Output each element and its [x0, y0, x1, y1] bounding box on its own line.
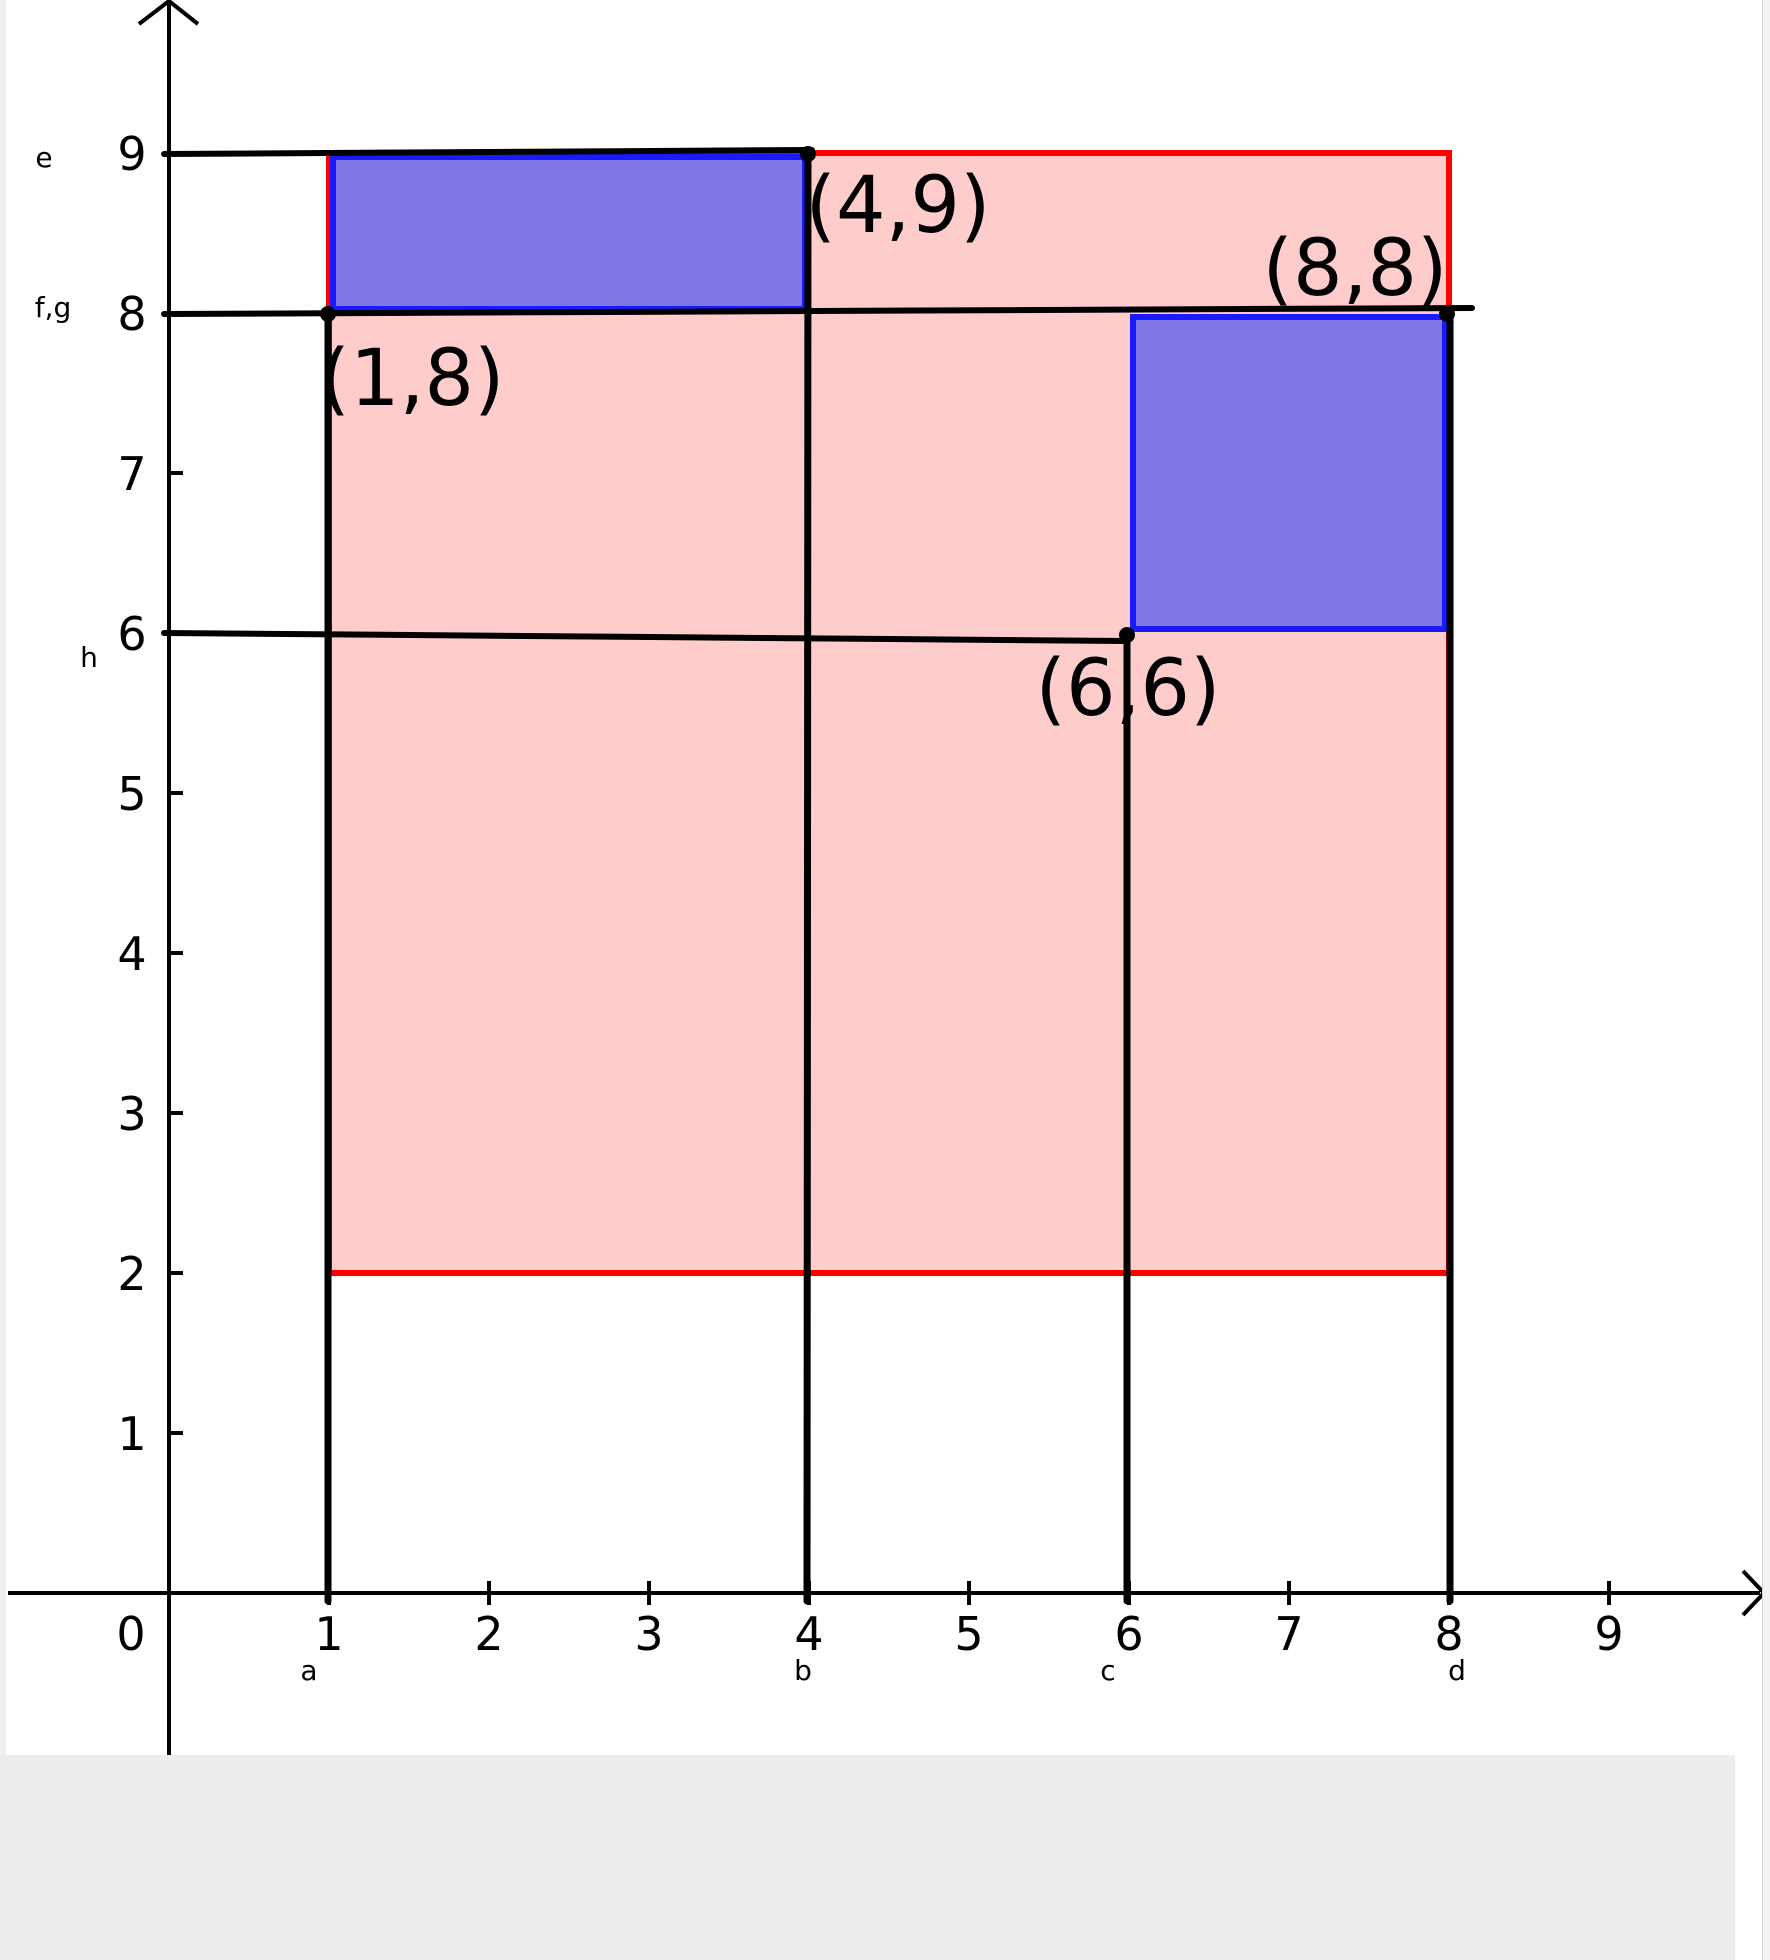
- point-label-6-6: (6,6): [1036, 644, 1221, 734]
- y-tick-label-1: 1: [117, 1407, 146, 1461]
- point-6-6: [1119, 627, 1135, 643]
- point-label-1-8: (1,8): [320, 334, 505, 424]
- y-tick-label-7: 7: [117, 447, 146, 501]
- construction-lines-layer: [161, 146, 1475, 1605]
- x-tick-label-9: 9: [1594, 1607, 1623, 1661]
- labels-layer: 1 2 3 4 5 6 7 8 9 0 1 2 3 4 5 6 7 8 9 a b c d e f,g h (4,9) (1,8) (8…: [35, 127, 1624, 1687]
- y-tick-label-3: 3: [117, 1087, 146, 1141]
- vertical-line-label-a: a: [300, 1654, 317, 1687]
- point-label-4-9: (4,9): [806, 161, 991, 251]
- footer-panel: [0, 1755, 1735, 1960]
- horizontal-line-label-fg: f,g: [35, 291, 72, 324]
- horizontal-line-label-h: h: [80, 641, 98, 674]
- y-tick-label-8: 8: [117, 287, 146, 341]
- origin-label: 0: [116, 1607, 145, 1661]
- point-label-8-8: (8,8): [1263, 224, 1448, 314]
- horizontal-line-h: [161, 630, 1130, 644]
- scrollbar-track[interactable]: [1762, 0, 1770, 1960]
- x-tick-label-6: 6: [1114, 1607, 1143, 1661]
- x-tick-label-7: 7: [1274, 1607, 1303, 1661]
- x-tick-label-8: 8: [1434, 1607, 1463, 1661]
- horizontal-line-fg: [161, 305, 1475, 317]
- vertical-line-b: [803, 146, 812, 1605]
- vertical-line-label-b: b: [794, 1654, 812, 1687]
- vertical-line-label-d: d: [1448, 1654, 1466, 1687]
- x-tick-label-3: 3: [634, 1607, 663, 1661]
- x-tick-label-5: 5: [954, 1607, 983, 1661]
- x-tick-label-2: 2: [474, 1607, 503, 1661]
- y-tick-label-2: 2: [117, 1247, 146, 1301]
- point-8-8: [1439, 306, 1455, 322]
- left-edge-strip: [0, 0, 6, 1755]
- horizontal-line-e: [161, 147, 815, 157]
- blue-rectangle-2: [1130, 314, 1448, 632]
- y-tick-label-9: 9: [117, 127, 146, 181]
- point-4-9: [800, 146, 816, 162]
- point-1-8: [320, 306, 336, 322]
- rectangles-layer: [326, 150, 1452, 1276]
- horizontal-line-label-e: e: [35, 141, 52, 174]
- blue-rectangle-1: [330, 154, 808, 312]
- y-axis-arrow: [137, 0, 200, 26]
- vertical-line-label-c: c: [1100, 1654, 1115, 1687]
- y-tick-label-5: 5: [117, 767, 146, 821]
- y-tick-label-6: 6: [117, 607, 146, 661]
- points-layer: [320, 146, 1455, 643]
- x-tick-label-1: 1: [314, 1607, 343, 1661]
- y-tick-label-4: 4: [117, 927, 146, 981]
- x-tick-label-4: 4: [794, 1607, 823, 1661]
